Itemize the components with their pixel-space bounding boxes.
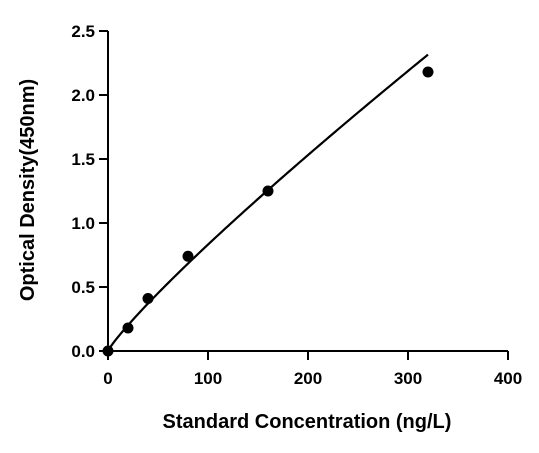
data-point <box>142 293 154 305</box>
y-tick-label: 2.5 <box>71 22 95 41</box>
fit-curve <box>107 53 429 352</box>
y-tick-label: 2.0 <box>71 86 95 105</box>
x-axis-title: Standard Concentration (ng/L) <box>163 411 452 433</box>
x-ticks: 0 100 200 300 400 <box>103 351 522 388</box>
data-point <box>422 66 434 78</box>
y-tick-label: 0.0 <box>71 342 95 361</box>
x-tick-label: 100 <box>194 369 222 388</box>
x-tick-label: 200 <box>294 369 322 388</box>
x-tick-label: 0 <box>103 369 112 388</box>
data-point <box>182 250 194 262</box>
data-points <box>102 66 434 357</box>
axes: 0 100 200 300 400 0.0 0.5 1.0 1.5 2.0 2.5 <box>71 22 522 388</box>
data-point <box>122 322 134 334</box>
y-axis-title: Optical Density(450nm) <box>17 79 39 301</box>
y-tick-label: 1.0 <box>71 214 95 233</box>
data-point <box>262 185 274 197</box>
data-point <box>102 345 114 357</box>
y-tick-label: 1.5 <box>71 150 95 169</box>
x-tick-label: 400 <box>494 369 522 388</box>
x-tick-label: 300 <box>394 369 422 388</box>
y-tick-label: 0.5 <box>71 278 95 297</box>
y-ticks: 0.0 0.5 1.0 1.5 2.0 2.5 <box>71 22 108 361</box>
